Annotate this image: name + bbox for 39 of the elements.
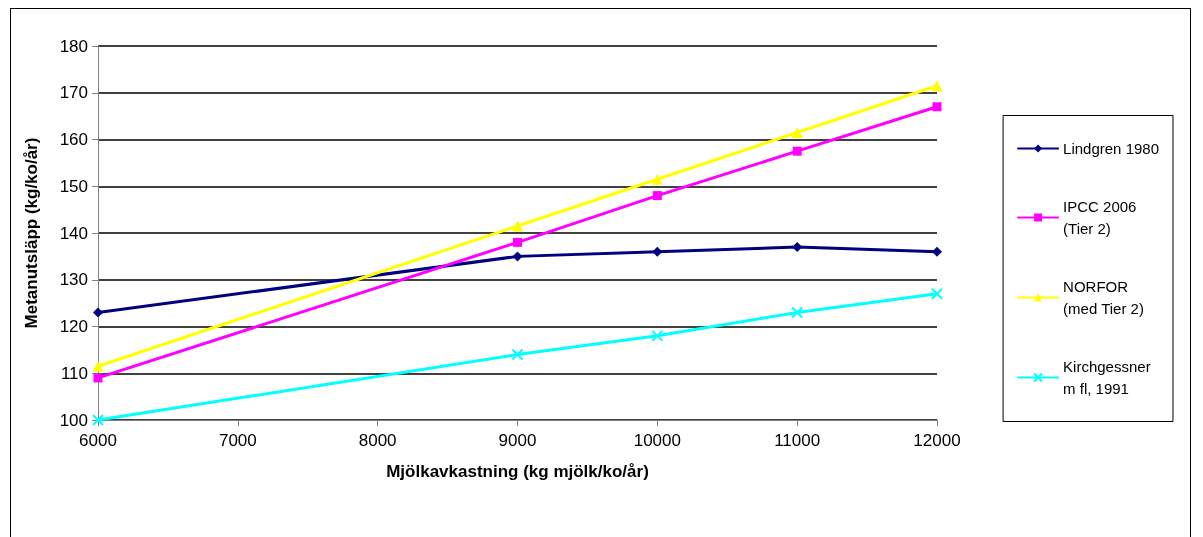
- point: [511, 348, 524, 361]
- point: [93, 373, 103, 383]
- x-tick-label: 6000: [79, 431, 117, 450]
- point: [791, 126, 803, 138]
- y-tick-label: 180: [59, 36, 88, 56]
- legend-label: Lindgren 1980: [1063, 140, 1159, 157]
- y-tick-label: 170: [59, 83, 88, 103]
- x-tick-label: 10000: [633, 431, 681, 450]
- y-tick-label: 130: [59, 270, 88, 290]
- point: [92, 360, 104, 372]
- point: [651, 329, 664, 342]
- x-tick-label: 12000: [913, 431, 961, 450]
- y-tick-label: 160: [59, 130, 88, 149]
- point: [513, 237, 522, 247]
- x-tick-label: 9000: [498, 431, 537, 450]
- point: [512, 220, 523, 232]
- y-tick-label: 100: [59, 410, 88, 430]
- x-axis-title: Mjölkavkastning (kg mjölk/ko/år): [386, 462, 649, 481]
- point: [791, 306, 804, 319]
- x-tick-label: 7000: [218, 431, 257, 450]
- point: [932, 246, 942, 257]
- legend-label: NORFOR (med Tier 2): [1063, 278, 1144, 317]
- point: [93, 307, 103, 318]
- point: [651, 173, 663, 185]
- point: [932, 102, 942, 112]
- x-tick-label: 11000: [774, 431, 821, 450]
- y-tick-label: 140: [59, 223, 88, 243]
- legend-label: IPCC 2006 (Tier 2): [1063, 198, 1137, 237]
- point: [792, 146, 802, 156]
- y-tick-label: 110: [60, 363, 88, 383]
- point: [931, 287, 943, 300]
- point: [931, 80, 943, 92]
- y-axis-title: Metanutsläpp (kg/ko/år): [22, 137, 41, 329]
- y-tick-label: 150: [59, 176, 88, 196]
- legend-label: Kirchgessner m fl, 1991: [1063, 358, 1151, 397]
- y-tick-label: 120: [59, 317, 88, 336]
- x-tick-label: 8000: [358, 431, 397, 450]
- point: [652, 191, 662, 201]
- point: [512, 251, 523, 262]
